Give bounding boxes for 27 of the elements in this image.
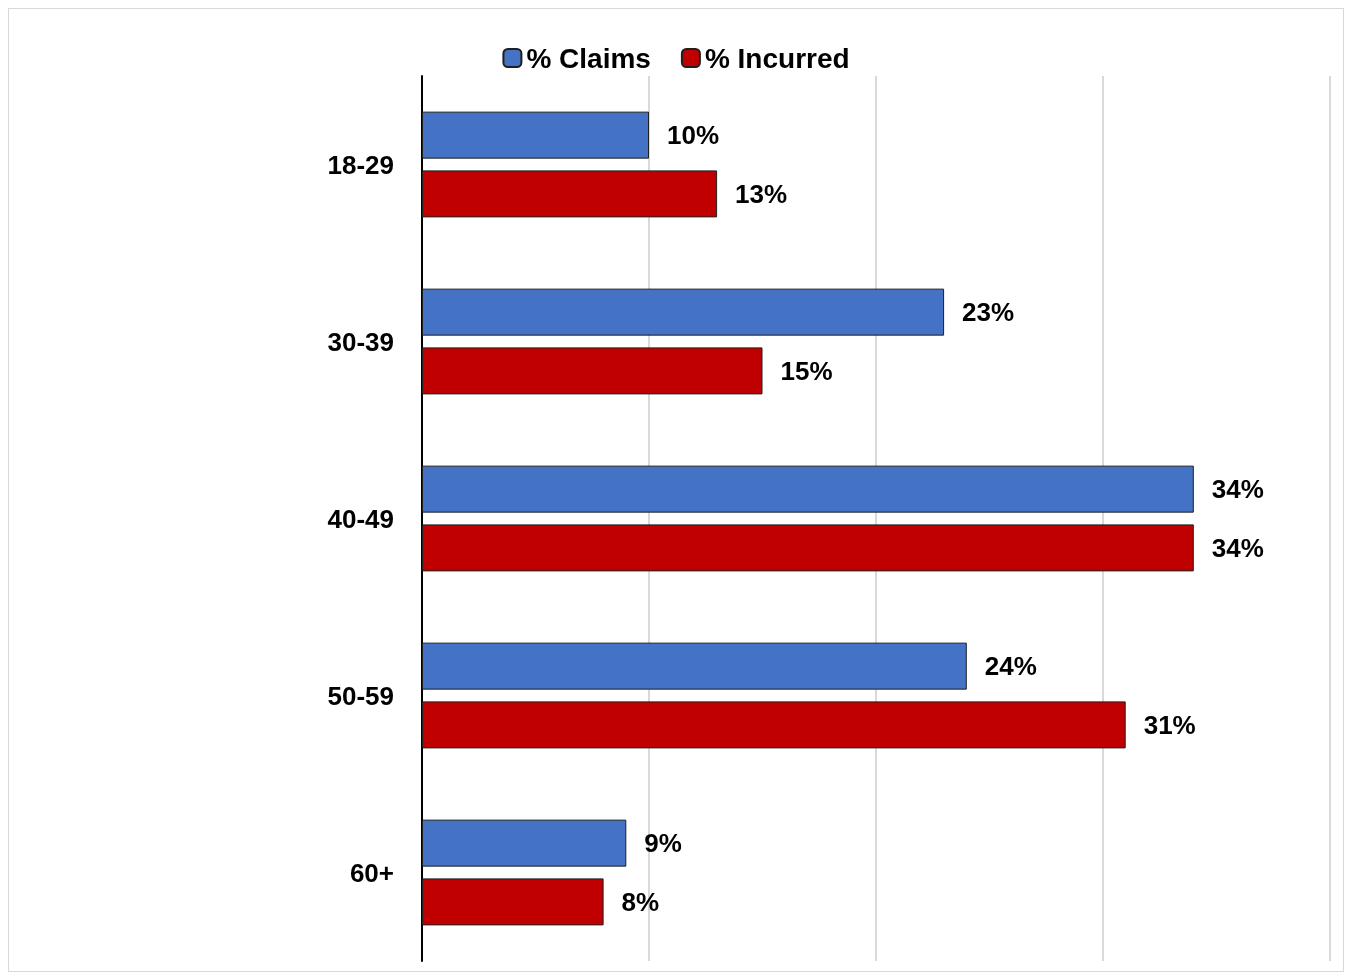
- data-label: 31%: [1143, 709, 1196, 740]
- data-label: 9%: [644, 828, 682, 859]
- bar: [422, 288, 945, 336]
- y-tick-label: 50-59: [327, 680, 394, 711]
- bar: [422, 819, 627, 867]
- bar: [422, 878, 604, 926]
- data-label: 34%: [1211, 532, 1264, 563]
- data-label: 24%: [984, 651, 1037, 682]
- data-label: 8%: [621, 886, 660, 917]
- data-label: 23%: [962, 297, 1015, 328]
- bar: [422, 170, 718, 218]
- legend-label: % Claims: [526, 42, 651, 74]
- bar: [422, 465, 1194, 513]
- y-tick-label: 60+: [349, 857, 394, 888]
- legend-label: % Incurred: [704, 42, 850, 74]
- bar: [422, 642, 967, 690]
- y-tick-label: 30-39: [327, 326, 394, 357]
- data-label: 34%: [1211, 474, 1264, 505]
- bar: [422, 347, 763, 395]
- y-tick-label: 40-49: [327, 503, 394, 534]
- bar: [422, 111, 649, 159]
- data-label: 13%: [735, 178, 788, 209]
- data-label: 10%: [667, 120, 720, 151]
- bar: [422, 701, 1126, 749]
- bar: [422, 524, 1194, 572]
- y-tick-label: 18-29: [327, 149, 394, 180]
- data-label: 15%: [780, 355, 833, 386]
